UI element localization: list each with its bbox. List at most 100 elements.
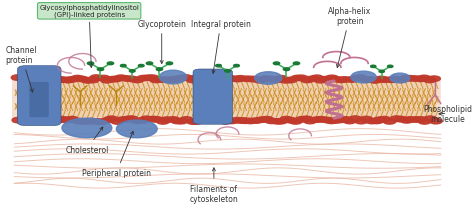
Circle shape (274, 119, 287, 124)
Circle shape (314, 78, 327, 84)
Circle shape (66, 117, 78, 122)
Circle shape (239, 118, 252, 124)
Circle shape (12, 118, 25, 123)
Circle shape (86, 78, 99, 83)
Circle shape (365, 119, 378, 124)
Circle shape (174, 76, 187, 81)
Circle shape (171, 119, 183, 124)
Circle shape (390, 116, 403, 122)
Circle shape (320, 118, 333, 123)
Circle shape (403, 117, 416, 123)
Circle shape (61, 118, 73, 123)
Circle shape (264, 77, 277, 82)
Circle shape (42, 78, 55, 83)
Circle shape (33, 119, 46, 125)
Circle shape (369, 78, 382, 84)
Circle shape (115, 76, 128, 81)
Circle shape (26, 119, 39, 125)
Circle shape (301, 78, 313, 83)
Circle shape (289, 119, 302, 125)
Circle shape (180, 117, 192, 123)
Circle shape (100, 78, 113, 84)
Circle shape (365, 77, 377, 83)
Circle shape (105, 116, 118, 122)
Ellipse shape (117, 121, 157, 138)
Circle shape (418, 76, 430, 81)
Circle shape (146, 76, 159, 81)
Circle shape (241, 77, 254, 82)
Circle shape (231, 77, 244, 82)
Circle shape (414, 77, 427, 82)
Circle shape (187, 119, 200, 125)
Circle shape (95, 119, 108, 125)
Circle shape (166, 77, 179, 83)
Circle shape (225, 70, 230, 73)
Circle shape (388, 66, 393, 68)
Circle shape (271, 119, 284, 124)
Circle shape (90, 75, 102, 81)
Circle shape (310, 117, 323, 123)
Circle shape (53, 118, 65, 123)
FancyBboxPatch shape (29, 83, 49, 118)
Circle shape (371, 119, 383, 124)
Circle shape (328, 77, 341, 82)
Circle shape (116, 117, 128, 123)
Circle shape (204, 118, 217, 123)
Circle shape (254, 78, 266, 84)
Circle shape (47, 118, 60, 124)
Circle shape (25, 76, 38, 81)
Circle shape (186, 78, 199, 83)
Circle shape (378, 78, 391, 83)
Text: Integral protein: Integral protein (191, 20, 251, 74)
Circle shape (72, 119, 85, 124)
Circle shape (107, 63, 114, 65)
Circle shape (150, 78, 162, 83)
Circle shape (236, 118, 248, 124)
FancyBboxPatch shape (12, 77, 441, 123)
Circle shape (259, 76, 272, 82)
Circle shape (360, 117, 373, 122)
Circle shape (137, 76, 150, 81)
Circle shape (265, 118, 278, 124)
Circle shape (196, 76, 209, 82)
Circle shape (131, 118, 144, 124)
Text: Channel
protein: Channel protein (5, 46, 36, 93)
Circle shape (66, 77, 78, 83)
Circle shape (340, 117, 353, 123)
Ellipse shape (390, 74, 410, 83)
Circle shape (319, 77, 332, 83)
Circle shape (140, 116, 153, 122)
Circle shape (400, 118, 413, 124)
Circle shape (210, 118, 223, 123)
Circle shape (295, 117, 308, 122)
Circle shape (11, 75, 24, 81)
Circle shape (62, 78, 74, 83)
Circle shape (403, 76, 416, 82)
Circle shape (273, 63, 280, 65)
Circle shape (310, 76, 323, 81)
Circle shape (219, 119, 232, 124)
Circle shape (32, 76, 45, 82)
Ellipse shape (159, 71, 187, 84)
Circle shape (129, 70, 135, 73)
Circle shape (196, 117, 209, 123)
Circle shape (201, 78, 214, 84)
Circle shape (35, 75, 48, 81)
Circle shape (110, 77, 123, 82)
Circle shape (374, 117, 386, 123)
Circle shape (378, 117, 391, 122)
Text: Glycoprotein: Glycoprotein (137, 20, 186, 64)
Circle shape (81, 119, 93, 124)
Circle shape (354, 75, 367, 81)
Circle shape (18, 119, 30, 125)
Circle shape (160, 78, 173, 83)
Circle shape (410, 117, 422, 123)
Circle shape (395, 78, 408, 83)
Circle shape (274, 76, 287, 82)
Ellipse shape (62, 119, 112, 138)
Circle shape (226, 119, 238, 124)
Circle shape (234, 76, 247, 82)
Circle shape (226, 76, 238, 82)
FancyBboxPatch shape (18, 66, 61, 126)
Circle shape (306, 77, 319, 82)
